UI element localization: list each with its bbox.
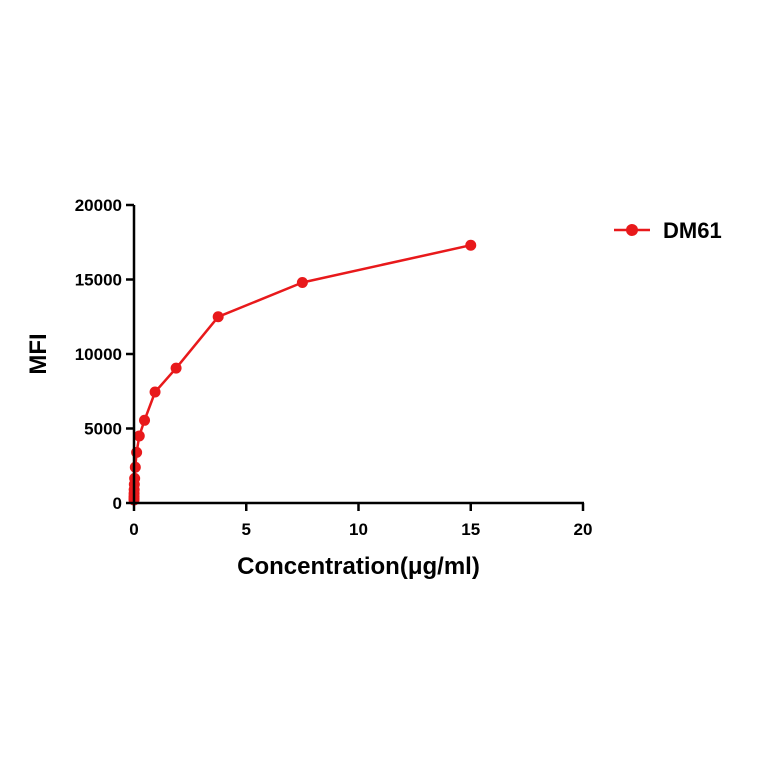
y-tick-label: 0 [113,494,122,513]
data-point [212,311,224,323]
legend-marker [626,224,638,236]
data-point [133,430,145,442]
y-tick-label: 20000 [75,196,122,215]
y-tick-label: 10000 [75,345,122,364]
x-tick-label: 20 [574,520,593,539]
y-ticks: 0 5000 10000 15000 20000 [75,196,134,513]
x-tick-label: 10 [349,520,368,539]
plot-area [128,239,477,506]
data-point [296,276,308,288]
x-ticks: 0 5 10 15 20 [129,503,592,539]
y-tick-label: 15000 [75,271,122,290]
x-tick-label: 0 [129,520,138,539]
y-tick-label: 5000 [84,420,122,439]
legend: DM61 [614,218,722,243]
data-point [129,461,141,473]
legend-label: DM61 [663,218,722,243]
x-axis-title: Concentration(μg/ml) [237,553,480,580]
data-point [149,386,161,398]
x-tick-label: 5 [242,520,251,539]
x-tick-label: 15 [461,520,480,539]
axes: 0 5 10 15 20 0 5000 10000 15000 20000 [75,196,593,539]
data-point [170,362,182,374]
data-point [465,239,477,251]
y-axis-title: MFI [25,333,52,374]
data-point [139,414,151,426]
